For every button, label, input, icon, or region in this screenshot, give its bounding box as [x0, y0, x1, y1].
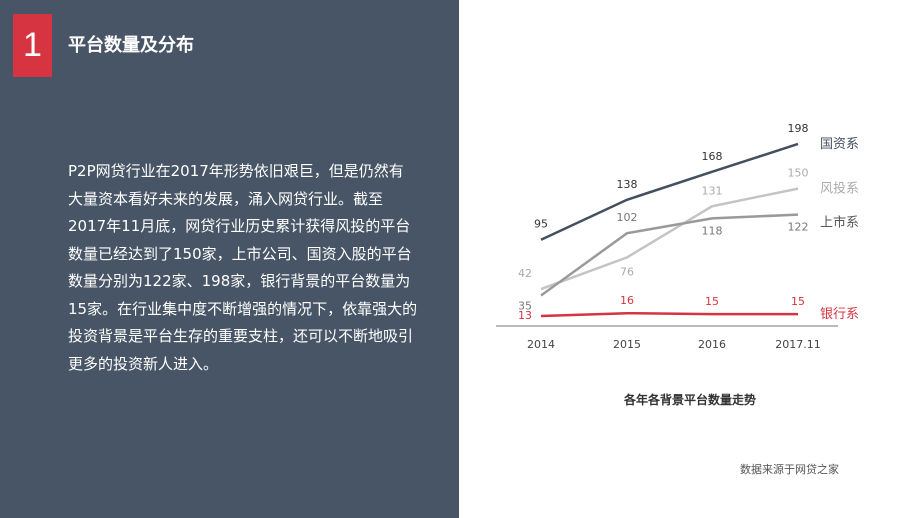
x-tick-label: 2016: [698, 338, 726, 351]
data-label: 102: [617, 211, 638, 224]
data-label: 198: [788, 122, 809, 135]
data-label: 13: [518, 309, 532, 322]
data-label: 35: [518, 300, 532, 313]
data-source: 数据来源于网贷之家: [740, 463, 839, 476]
x-tick-label: 2014: [527, 338, 555, 351]
chart-title: 各年各背景平台数量走势: [623, 393, 756, 407]
data-label: 122: [788, 221, 809, 234]
x-tick-label: 2017.11: [775, 338, 821, 351]
series-label: 风投系: [820, 181, 859, 197]
data-label: 16: [620, 294, 634, 307]
section-number: 1: [13, 14, 52, 77]
data-label: 15: [791, 295, 805, 308]
left-panel: 1 平台数量及分布 P2P网贷行业在2017年形势依旧艰巨，但是仍然有大量资本看…: [0, 0, 459, 518]
data-label: 138: [617, 178, 638, 191]
data-label: 131: [702, 184, 723, 197]
section-title: 平台数量及分布: [68, 35, 194, 56]
data-label: 118: [702, 224, 723, 237]
series-label: 银行系: [820, 307, 859, 322]
series-label: 国资系: [820, 137, 859, 152]
data-label: 76: [620, 265, 634, 278]
series-line: [540, 311, 798, 318]
data-label: 42: [518, 267, 532, 280]
series-line: [540, 213, 799, 297]
x-tick-label: 2015: [613, 338, 641, 351]
data-label: 95: [534, 218, 548, 231]
series-line: [540, 187, 799, 291]
series-line: [540, 142, 799, 241]
data-label: 168: [702, 150, 723, 163]
series-label: 上市系: [820, 215, 859, 231]
data-label: 15: [705, 295, 719, 308]
data-label: 150: [788, 167, 809, 180]
description-paragraph: P2P网贷行业在2017年形势依旧艰巨，但是仍然有大量资本看好未来的发展，涌入网…: [68, 162, 418, 373]
